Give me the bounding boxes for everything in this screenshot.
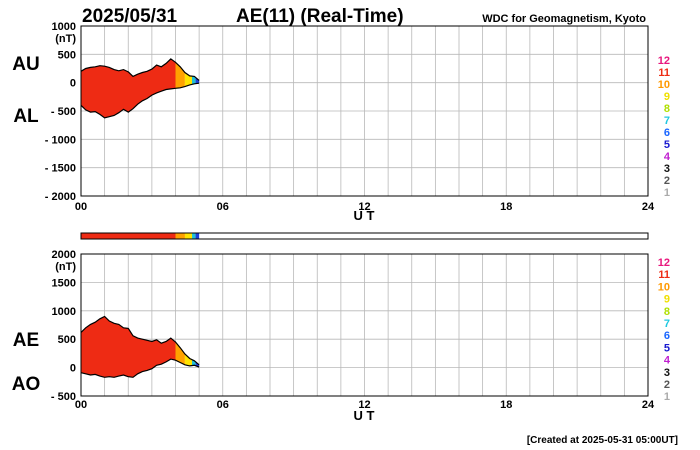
ae-ao-legend-entry: 3 — [664, 367, 670, 379]
ao-series-line — [80, 358, 200, 378]
ae-ao-legend-entry: 5 — [664, 342, 670, 354]
ae-ao-plot-frame — [80, 253, 649, 397]
au-al-y-tick-label: - 1500 — [45, 163, 76, 175]
ae-side-label: AE — [13, 330, 39, 351]
au-al-legend-entry: 2 — [664, 175, 670, 187]
au-al-y-tick-label: 0 — [70, 78, 76, 90]
ae-ao-y-unit: (nT) — [55, 261, 76, 273]
ae-ao-legend-entry: 2 — [664, 379, 670, 391]
station-strip-segment — [192, 233, 196, 239]
ae-ao-legend-entry: 1 — [664, 391, 670, 403]
au-series-line — [80, 58, 200, 81]
ae-ao-x-tick-label: 18 — [500, 399, 512, 411]
ae-ao-y-tick-label: 2000 — [52, 249, 76, 261]
ae-ao-y-tick-label: 0 — [70, 363, 76, 375]
au-al-x-tick-label: 12 — [358, 201, 370, 213]
chart-date: 2025/05/31 — [82, 6, 178, 27]
ae-ao-legend-entry: 11 — [658, 269, 670, 281]
au-al-legend-entry: 6 — [664, 127, 670, 139]
ae-ao-y-tick-label: 500 — [58, 334, 76, 346]
ae-ao-fill-segment — [184, 354, 192, 366]
au-al-legend-entry: 4 — [664, 151, 671, 163]
chart-title: AE(11) (Real-Time) — [236, 6, 404, 27]
au-al-legend-entry: 7 — [664, 115, 670, 127]
ae-ao-legend-entry: 8 — [664, 306, 670, 318]
au-al-y-tick-label: - 1000 — [45, 134, 76, 146]
ae-ao-legend-entry: 10 — [658, 281, 670, 293]
au-al-legend-entry: 1 — [664, 187, 670, 199]
al-series-line — [80, 82, 200, 119]
ae-ao-legend-entry: 7 — [664, 318, 670, 330]
au-al-legend-entry: 3 — [664, 163, 670, 175]
station-strip-segment — [175, 233, 185, 239]
ae-ao-y-tick-label: 1000 — [52, 306, 76, 318]
au-al-legend-entry: 8 — [664, 103, 670, 115]
ae-ao-fill-segment — [81, 316, 176, 378]
ao-side-label: AO — [12, 374, 41, 395]
ae-series-line — [80, 315, 200, 366]
au-al-plot-frame — [80, 25, 649, 197]
ae-ao-legend-entry: 12 — [658, 257, 670, 269]
ae-ao-y-tick-label: 1500 — [52, 277, 76, 289]
ae-ao-legend-entry: 6 — [664, 330, 670, 342]
data-source: WDC for Geomagnetism, Kyoto — [482, 13, 646, 25]
ae-ao-x-axis-label: U T — [354, 408, 375, 423]
au-side-label: AU — [12, 54, 39, 75]
station-strip-segment — [184, 233, 193, 239]
ae-ao-x-tick-label: 06 — [217, 399, 229, 411]
au-al-legend-entry: 12 — [658, 55, 670, 67]
au-al-x-axis-label: U T — [354, 208, 375, 223]
au-al-x-tick-label: 06 — [217, 201, 229, 213]
au-al-fill-segment — [81, 58, 176, 118]
au-al-fill-segment — [195, 77, 200, 84]
ae-ao-x-tick-label: 12 — [358, 399, 370, 411]
au-al-fill-segment — [175, 62, 185, 89]
au-al-legend-entry: 11 — [658, 67, 670, 79]
au-al-x-tick-label: 18 — [500, 201, 512, 213]
station-strip-segment — [81, 233, 176, 239]
ae-ao-x-tick-label: 24 — [642, 399, 655, 411]
au-al-x-tick-label: 00 — [75, 201, 87, 213]
created-timestamp: [Created at 2025-05-31 05:00UT] — [527, 435, 678, 446]
au-al-y-tick-label: - 500 — [51, 106, 76, 118]
ae-ao-legend-entry: 9 — [664, 294, 670, 306]
au-al-y-tick-label: 500 — [58, 49, 76, 61]
au-al-legend-entry: 5 — [664, 139, 670, 151]
station-coverage-strip — [80, 232, 649, 240]
au-al-y-unit: (nT) — [55, 33, 76, 45]
au-al-x-tick-label: 24 — [642, 201, 655, 213]
ae-ao-x-tick-label: 00 — [75, 399, 87, 411]
ae-ao-fill-segment — [175, 342, 185, 365]
al-side-label: AL — [13, 106, 39, 127]
ae-ao-legend-entry: 4 — [664, 355, 671, 367]
station-strip-segment — [195, 233, 200, 239]
au-al-legend-entry: 10 — [658, 79, 670, 91]
station-strip-frame — [80, 232, 649, 240]
au-al-y-tick-label: - 2000 — [45, 191, 76, 203]
au-al-fill-segment — [192, 76, 196, 85]
au-al-legend-entry: 9 — [664, 91, 670, 103]
au-al-y-tick-label: 1000 — [52, 21, 76, 33]
ae-ao-y-tick-label: - 500 — [51, 391, 76, 403]
